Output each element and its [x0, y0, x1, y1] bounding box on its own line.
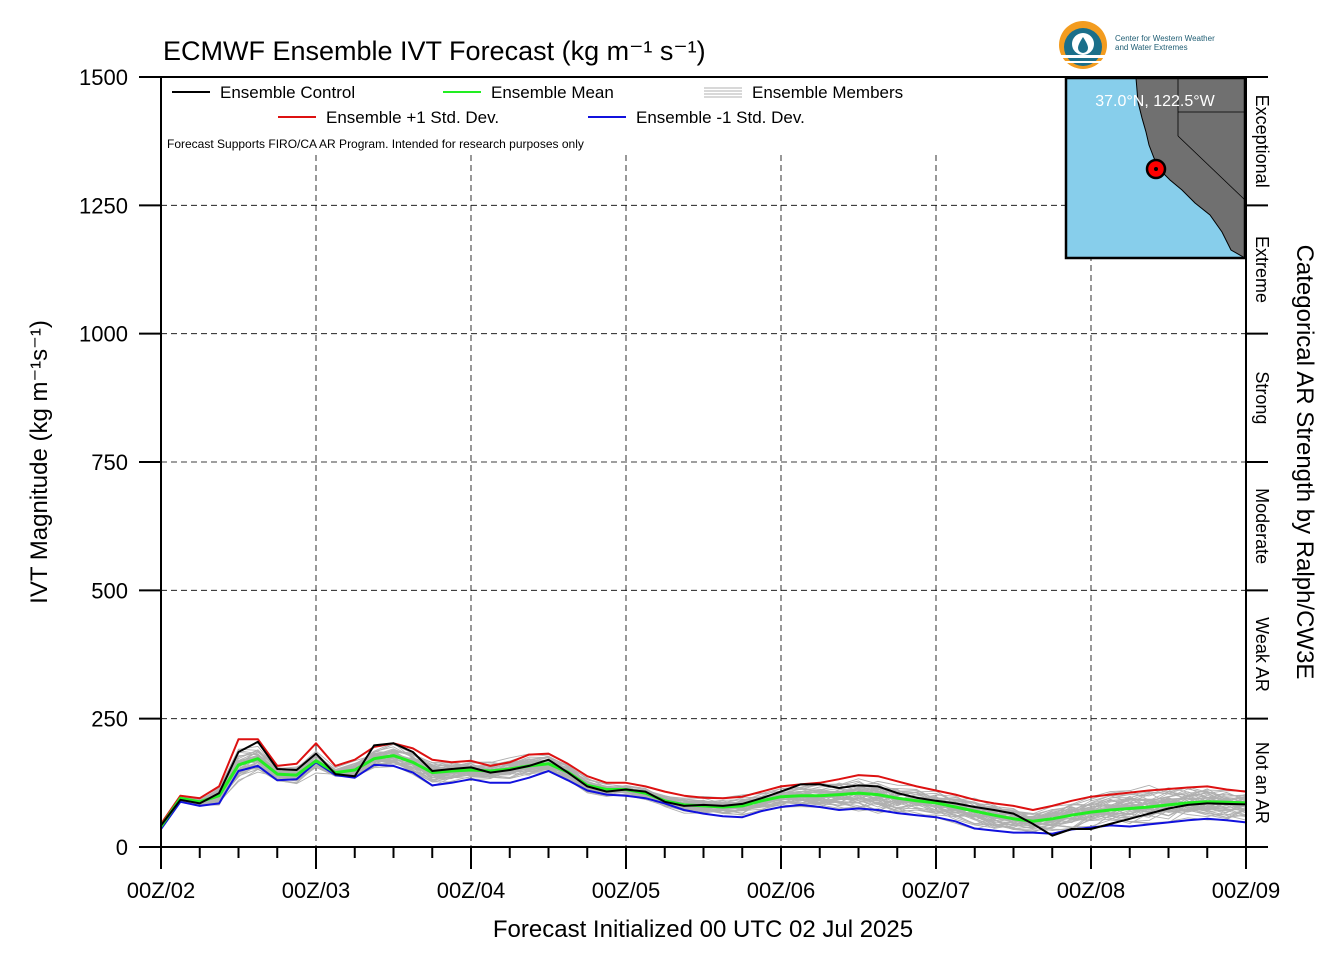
y-axis-label: IVT Magnitude (kg m⁻¹s⁻¹)	[26, 320, 53, 604]
logo-text-line2: and Water Extremes	[1115, 43, 1188, 52]
legend-label-minus-std: Ensemble -1 Std. Dev.	[636, 108, 805, 127]
ensemble-member-line	[161, 749, 1246, 828]
x-tick-label: 00Z/09	[1212, 878, 1281, 903]
legend-swatch-members	[704, 87, 742, 98]
y-tick-label: 500	[91, 578, 128, 603]
right-axis-title: Categorical AR Strength by Ralph/CW3E	[1291, 245, 1318, 680]
cw3e-logo	[1059, 21, 1107, 69]
y-tick-label: 750	[91, 450, 128, 475]
x-tick-label: 00Z/04	[437, 878, 506, 903]
x-axis: 00Z/02 00Z/03 00Z/04 00Z/05 00Z/06 00Z/07 00Z/…	[127, 847, 1281, 903]
category-axis: Exceptional Extreme Strong Moderate Weak AR N…	[1246, 76, 1272, 848]
legend-label-mean: Ensemble Mean	[491, 83, 614, 102]
x-tick-label: 00Z/08	[1057, 878, 1126, 903]
x-tick-label: 00Z/06	[747, 878, 816, 903]
series-plus-std-line	[161, 738, 1246, 825]
chart-title: ECMWF Ensemble IVT Forecast (kg m⁻¹ s⁻¹)	[163, 36, 706, 66]
legend-label-control: Ensemble Control	[220, 83, 355, 102]
x-tick-label: 00Z/02	[127, 878, 196, 903]
x-tick-label: 00Z/03	[282, 878, 351, 903]
research-note: Forecast Supports FIRO/CA AR Program. In…	[167, 137, 584, 151]
y-tick-label: 0	[116, 835, 128, 860]
legend: Ensemble Control Ensemble Mean Ensemble …	[167, 83, 903, 151]
series-lines	[161, 738, 1246, 837]
y-axis: 0 250 500 750 1000 1250 1500	[79, 65, 161, 860]
legend-label-members: Ensemble Members	[752, 83, 903, 102]
ensemble-members	[161, 742, 1246, 834]
inset-land	[1135, 77, 1246, 259]
legend-label-plus-std: Ensemble +1 Std. Dev.	[326, 108, 499, 127]
x-axis-label: Forecast Initialized 00 UTC 02 Jul 2025	[493, 916, 913, 943]
category-label: Extreme	[1252, 236, 1272, 303]
inset-frame	[1064, 76, 1247, 260]
location-marker-center	[1154, 167, 1158, 171]
y-tick-label: 250	[91, 707, 128, 732]
inset-map: 37.0°N, 122.5°W	[1064, 76, 1247, 260]
x-tick-label: 00Z/07	[902, 878, 971, 903]
series-control-line	[161, 740, 1246, 837]
category-label: Moderate	[1252, 488, 1272, 564]
category-label: Exceptional	[1252, 95, 1272, 188]
inset-border-3	[1177, 135, 1246, 201]
logo-text-line1: Center for Western Weather	[1115, 34, 1215, 43]
category-label: Weak AR	[1252, 617, 1272, 692]
inset-location-label: 37.0°N, 122.5°W	[1095, 93, 1215, 110]
y-tick-label: 1250	[79, 193, 128, 218]
category-label: Strong	[1252, 371, 1272, 424]
y-tick-label: 1000	[79, 322, 128, 347]
y-tick-label: 1500	[79, 65, 128, 90]
x-tick-label: 00Z/05	[592, 878, 661, 903]
category-label: Not an AR	[1252, 742, 1272, 824]
